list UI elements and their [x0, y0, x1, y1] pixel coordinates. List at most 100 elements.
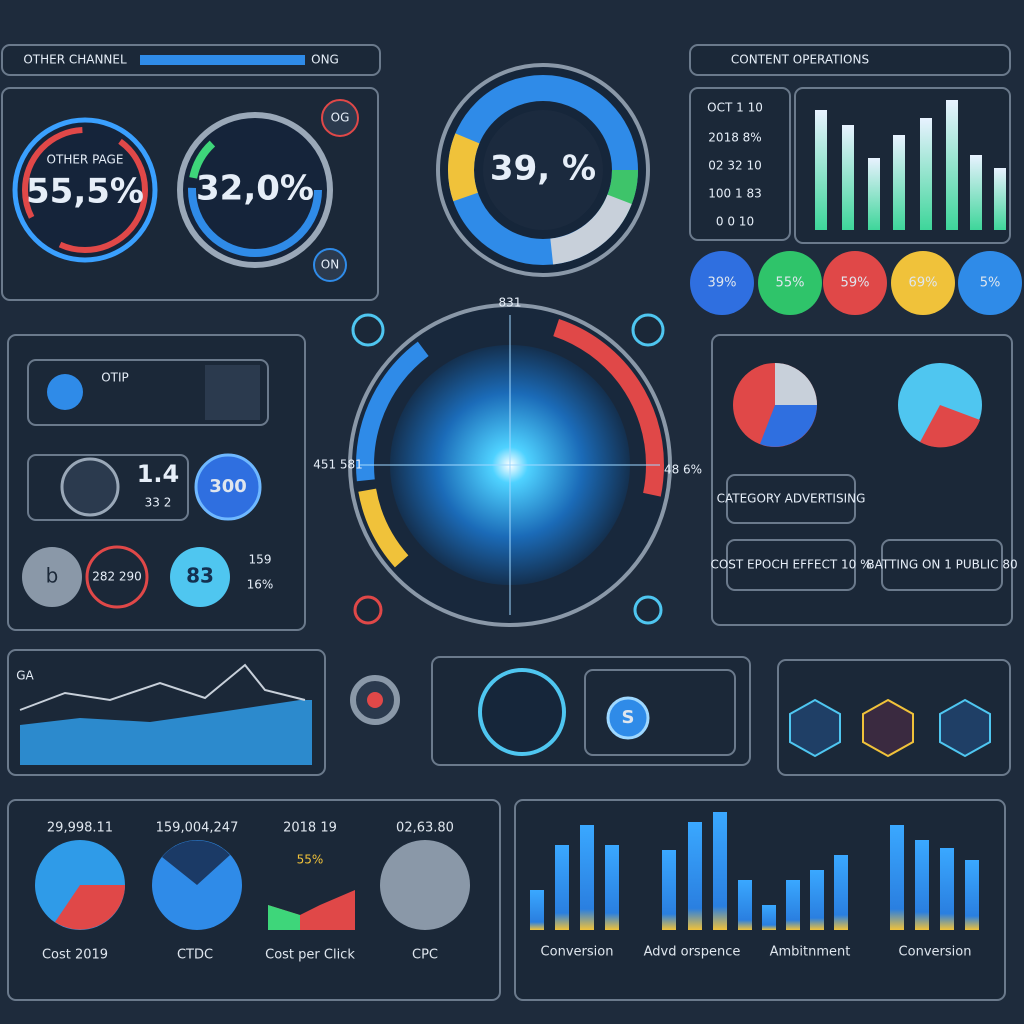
node: [633, 595, 663, 625]
list-item: 0 0 10: [716, 215, 754, 229]
avatar: [47, 374, 83, 410]
kpi: 69%: [909, 276, 938, 291]
header: OTHER CHANNEL: [23, 53, 127, 67]
node: [351, 313, 385, 347]
gear-center: [367, 692, 383, 708]
badge-text: OG: [331, 111, 350, 125]
badge-text: S: [622, 707, 635, 728]
trend-line: [19, 663, 306, 711]
hex: [939, 698, 991, 758]
right-middle: CATEGORY ADVERTISING COST EPOCH EFFECT 1…: [710, 334, 1018, 626]
gauge-value: 55,5%: [26, 172, 144, 212]
kpi-circle: [958, 251, 1022, 315]
line-label: GA: [16, 669, 34, 683]
bubble: [170, 547, 230, 607]
list-panel: [689, 87, 791, 241]
panel: [7, 799, 501, 1001]
label: CPC: [412, 948, 438, 963]
icon-circle: [22, 547, 82, 607]
badge: [321, 99, 359, 137]
icon-text: b: [46, 564, 59, 588]
label: Advd orspence: [644, 945, 741, 960]
bottom-right: Conversion Advd orspence Ambitnment Conv…: [514, 799, 1006, 1001]
kpi-circle: [823, 251, 887, 315]
info-box: [881, 539, 1003, 591]
scope: [478, 668, 566, 756]
pie-slice: [775, 363, 817, 405]
bubble-note: 159: [249, 553, 272, 567]
kpi: 5%: [980, 276, 1001, 291]
bottom-left: 29,998.11 159,004,247 2018 19 02,63.80 5…: [7, 799, 501, 1001]
radar-label: 831: [499, 296, 522, 310]
left-middle: OTIP 1.4 33 2 300 b 282 290 83 159 16%: [7, 334, 306, 631]
list-item: 02 32 10: [708, 159, 761, 173]
donut-ring: [448, 75, 638, 265]
label: Conversion: [899, 945, 972, 960]
top-left: OTHER CHANNEL ONG OTHER PAGE 55,5% 32,0%…: [1, 44, 381, 301]
header-bar: [689, 44, 1011, 76]
badge-text: ON: [321, 258, 339, 272]
mini-chart: [268, 905, 300, 930]
info-text: CATEGORY ADVERTISING: [717, 492, 866, 506]
list-item: 100 1 83: [708, 187, 761, 201]
label: Cost per Click: [265, 948, 355, 963]
donut-ring: [448, 75, 638, 265]
info-text: BATTING ON 1 PUBLIC 80: [866, 558, 1017, 572]
area: [20, 700, 312, 765]
pie-slice: [55, 885, 125, 930]
bars: [530, 812, 979, 930]
gauge-arc: [22, 127, 148, 253]
bars: [815, 100, 1006, 230]
label: Cost 2019: [42, 948, 108, 963]
gauge: [12, 117, 158, 263]
badge: [606, 696, 650, 740]
radar-label: 48 6%: [664, 463, 702, 477]
list-item: 2018 8%: [708, 131, 761, 145]
kpi: 39%: [708, 276, 737, 291]
kpi-circle: [758, 251, 822, 315]
gauge-value: 32,0%: [196, 169, 314, 209]
pie: [380, 840, 470, 930]
center-radar: 831 451 581 48 6%: [313, 296, 702, 627]
panel: [514, 799, 1006, 1001]
hex: [862, 698, 914, 758]
label: Ambitnment: [770, 945, 851, 960]
profile-title: OTIP: [101, 371, 129, 385]
badge: [313, 248, 347, 282]
metric: 1.4: [137, 460, 180, 488]
node: [631, 313, 665, 347]
pie-slice: [920, 405, 980, 448]
kpi-circle: [690, 251, 754, 315]
small-stat: 55%: [297, 853, 324, 867]
gauge-caption: OTHER PAGE: [47, 153, 124, 167]
donut-hole: [483, 110, 603, 230]
row-four: GA S: [7, 649, 1011, 776]
bubble-text: 83: [186, 564, 214, 588]
gauge-arc: [188, 123, 322, 257]
metric-sub: 33 2: [145, 496, 172, 510]
hex: [789, 698, 841, 758]
gauge: [177, 112, 333, 268]
stat: 159,004,247: [156, 821, 239, 836]
label: Conversion: [541, 945, 614, 960]
top-center: 39, %: [436, 63, 650, 277]
pie-slice: [760, 405, 817, 447]
dial: [60, 457, 120, 517]
info-box: [726, 539, 856, 591]
top-right: CONTENT OPERATIONS OCT 1 10 2018 8% 02 3…: [689, 44, 1022, 315]
info-box: [726, 474, 856, 524]
node: [353, 595, 383, 625]
header-tag: ONG: [311, 53, 339, 67]
kpi-circle: [891, 251, 955, 315]
button[interactable]: [194, 453, 262, 521]
kpi: 59%: [841, 276, 870, 291]
button-label: 300: [209, 476, 247, 497]
stat: 29,998.11: [47, 821, 113, 836]
header: CONTENT OPERATIONS: [731, 53, 869, 67]
donut-value: 39, %: [490, 149, 596, 189]
list-item: OCT 1 10: [707, 101, 763, 115]
kpi: 55%: [776, 276, 805, 291]
thumbnail: [205, 365, 260, 420]
pie-slice: [162, 840, 230, 885]
